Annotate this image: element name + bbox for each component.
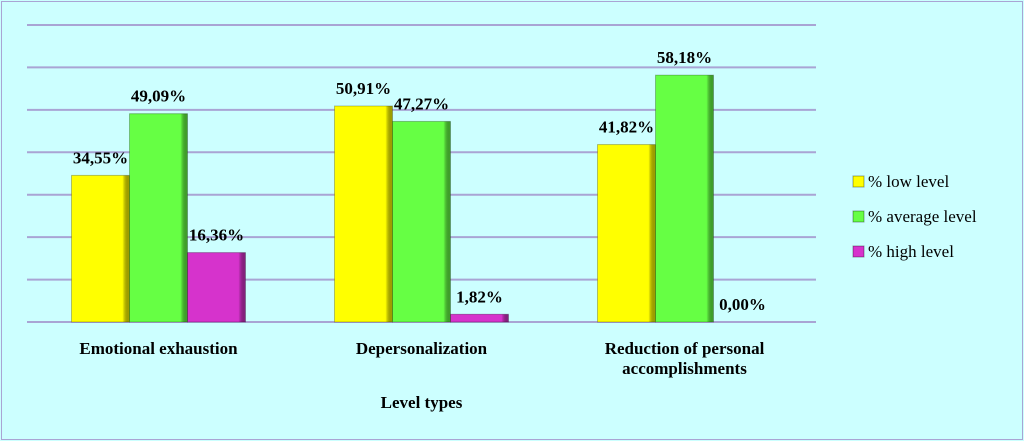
data-label: 47,27% bbox=[394, 94, 449, 113]
x-axis-title: Level types bbox=[381, 393, 463, 412]
data-label: 58,18% bbox=[657, 48, 712, 67]
data-label: 34,55% bbox=[73, 148, 128, 167]
legend-swatch bbox=[852, 175, 865, 188]
bar-shading bbox=[655, 74, 714, 323]
data-label: 41,82% bbox=[599, 118, 654, 137]
bar-shading bbox=[392, 120, 451, 323]
legend-swatch bbox=[852, 210, 865, 223]
x-tick-label: accomplishments bbox=[622, 359, 747, 378]
data-label: 49,09% bbox=[131, 87, 186, 106]
bar-shading bbox=[129, 113, 188, 323]
data-label: 50,91% bbox=[336, 79, 391, 98]
bar-shading bbox=[450, 313, 509, 323]
data-label: 1,82% bbox=[456, 287, 503, 306]
x-tick-label: Reduction of personal bbox=[605, 339, 765, 358]
data-label: 0,00% bbox=[719, 295, 766, 314]
bar-shading bbox=[187, 252, 246, 323]
legend-label: % high level bbox=[868, 242, 954, 261]
data-label: 16,36% bbox=[189, 226, 244, 245]
bar-shading bbox=[334, 105, 393, 323]
x-tick-label: Depersonalization bbox=[356, 339, 488, 358]
legend-swatch bbox=[852, 245, 865, 258]
x-tick-label: Emotional exhaustion bbox=[79, 339, 238, 358]
bar-shading bbox=[597, 144, 656, 323]
bar-shading bbox=[71, 174, 130, 323]
legend-label: % low level bbox=[868, 172, 949, 191]
legend-label: % average level bbox=[868, 207, 977, 226]
